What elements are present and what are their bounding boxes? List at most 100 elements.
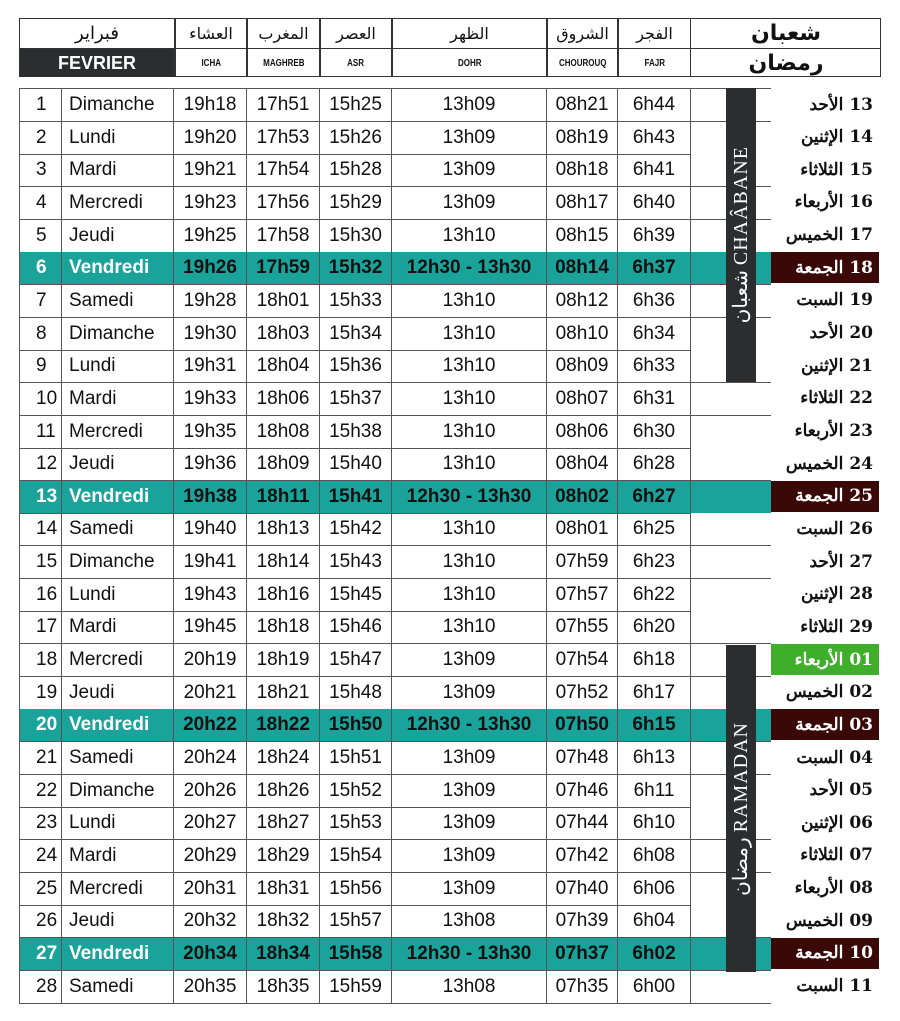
hijri-date: الأحد 13 <box>771 89 879 120</box>
cell-blank <box>690 611 771 644</box>
hijri-month-bottom: رمضان <box>748 50 824 76</box>
cell-n: 18 <box>19 644 61 677</box>
table-row: 27 Vendredi 20h34 18h34 15h58 12h30 - 13h30 07… <box>19 937 771 971</box>
cell-dohr: 13h09 <box>391 872 546 905</box>
hijri-date: الجمعة 18 <box>771 252 879 284</box>
cell-n: 22 <box>19 774 61 807</box>
cell-chourouq: 07h57 <box>546 578 617 611</box>
hijri-date: الإثنين 28 <box>771 579 879 610</box>
hijri-date: السبت 26 <box>771 513 879 544</box>
cell-maghreb: 18h04 <box>246 350 319 383</box>
cell-chourouq: 08h17 <box>546 186 617 219</box>
header-col-ar: الفجر <box>618 19 691 48</box>
cell-icha: 19h35 <box>173 415 246 448</box>
cell-day: Mardi <box>61 382 173 415</box>
header-col-fr: ASR <box>320 49 392 77</box>
cell-n: 6 <box>19 252 61 285</box>
cell-maghreb: 18h14 <box>246 546 319 579</box>
hijri-day-number: 23 <box>849 421 873 441</box>
table-row: 24 Mardi 20h29 18h29 15h54 13h09 07h42 6h08 <box>19 839 771 873</box>
cell-asr: 15h43 <box>319 546 391 579</box>
cell-maghreb: 18h08 <box>246 415 319 448</box>
cell-blank <box>690 513 771 546</box>
cell-asr: 15h53 <box>319 807 391 840</box>
cell-dohr: 12h30 - 13h30 <box>391 937 546 970</box>
hijri-date: الأربعاء 16 <box>771 187 879 218</box>
cell-dohr: 13h09 <box>391 774 546 807</box>
hijri-day-number: 08 <box>849 878 873 899</box>
cell-n: 11 <box>19 415 61 448</box>
cell-icha: 19h43 <box>173 578 246 611</box>
hijri-date: الثلاثاء 22 <box>771 383 879 414</box>
header-col-fr-label: ICHA <box>201 57 221 69</box>
table-row: 18 Mercredi 20h19 18h19 15h47 13h09 07h54 6h18 <box>19 644 771 678</box>
cell-day: Lundi <box>61 578 173 611</box>
cell-n: 25 <box>19 872 61 905</box>
cell-maghreb: 18h34 <box>246 937 319 970</box>
hijri-date: السبت 11 <box>771 971 879 1002</box>
cell-chourouq: 07h50 <box>546 709 617 742</box>
cell-n: 27 <box>19 937 61 970</box>
cell-n: 5 <box>19 219 61 252</box>
cell-n: 20 <box>19 709 61 742</box>
hijri-date: الخميس 17 <box>771 220 879 251</box>
table-row: 23 Lundi 20h27 18h27 15h53 13h09 07h44 6h10 <box>19 807 771 841</box>
cell-chourouq: 07h44 <box>546 807 617 840</box>
cell-fajr: 6h44 <box>617 89 690 121</box>
cell-dohr: 13h09 <box>391 807 546 840</box>
cell-icha: 20h29 <box>173 839 246 872</box>
hijri-day-number: 07 <box>849 845 873 866</box>
hijri-day-name: الإثنين <box>800 584 844 605</box>
cell-chourouq: 07h48 <box>546 742 617 774</box>
cell-day: Lundi <box>61 350 173 383</box>
cell-fajr: 6h39 <box>617 219 690 252</box>
table-row: 26 Jeudi 20h32 18h32 15h57 13h08 07h39 6h04 <box>19 905 771 939</box>
header-col-fr-label: ASR <box>347 57 365 69</box>
cell-chourouq: 07h39 <box>546 905 617 938</box>
cell-fajr: 6h18 <box>617 644 690 677</box>
cell-asr: 15h37 <box>319 382 391 415</box>
header-col-fr: CHOUROUQ <box>547 49 618 77</box>
cell-day: Vendredi <box>61 937 173 970</box>
header-col-fr: DOHR <box>392 49 547 77</box>
hijri-day-number: 02 <box>849 682 873 703</box>
cell-day: Jeudi <box>61 676 173 709</box>
cell-dohr: 13h10 <box>391 578 546 611</box>
hijri-date: الأربعاء 08 <box>771 873 879 904</box>
hijri-date: الإثنين 14 <box>771 122 879 153</box>
header-divider <box>20 48 880 49</box>
cell-dohr: 13h09 <box>391 186 546 219</box>
cell-dohr: 12h30 - 13h30 <box>391 252 546 285</box>
hijri-day-name: الخميس <box>785 910 844 931</box>
cell-day: Vendredi <box>61 709 173 742</box>
cell-chourouq: 08h18 <box>546 154 617 187</box>
cell-chourouq: 08h21 <box>546 89 617 121</box>
cell-maghreb: 17h53 <box>246 121 319 154</box>
header-col-ar: العشاء <box>175 19 247 48</box>
cell-icha: 19h40 <box>173 513 246 546</box>
hijri-day-number: 27 <box>849 551 873 572</box>
cell-n: 21 <box>19 742 61 774</box>
header-col-fr: ICHA <box>175 49 247 77</box>
cell-day: Dimanche <box>61 546 173 579</box>
hijri-day-name: الأربعاء <box>794 878 844 899</box>
hijri-date: الإثنين 06 <box>771 807 879 838</box>
cell-chourouq: 07h42 <box>546 839 617 872</box>
table-row: 4 Mercredi 19h23 17h56 15h29 13h09 08h17 6h40 <box>19 186 771 220</box>
cell-n: 10 <box>19 382 61 415</box>
hijri-date: الأحد 20 <box>771 318 879 349</box>
hijri-date: الثلاثاء 15 <box>771 154 879 185</box>
cell-icha: 19h33 <box>173 382 246 415</box>
hijri-day-number: 20 <box>849 323 873 344</box>
cell-asr: 15h58 <box>319 937 391 970</box>
cell-chourouq: 07h59 <box>546 546 617 579</box>
cell-chourouq: 07h54 <box>546 644 617 677</box>
cell-chourouq: 07h35 <box>546 970 617 1003</box>
cell-fajr: 6h11 <box>617 774 690 807</box>
cell-maghreb: 18h29 <box>246 839 319 872</box>
cell-maghreb: 18h31 <box>246 872 319 905</box>
cell-asr: 15h33 <box>319 284 391 317</box>
cell-asr: 15h42 <box>319 513 391 546</box>
cell-asr: 15h40 <box>319 448 391 481</box>
cell-n: 15 <box>19 546 61 579</box>
